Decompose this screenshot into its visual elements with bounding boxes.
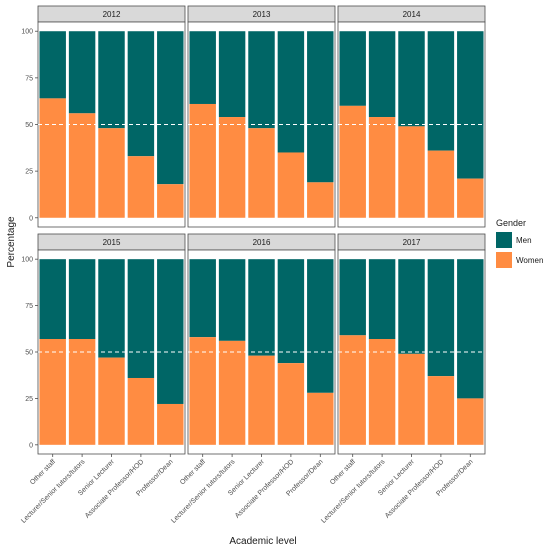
bar-men [189, 31, 216, 104]
bar-men [218, 259, 246, 341]
facet-strip-label: 2012 [103, 10, 121, 19]
bar-women [127, 156, 155, 218]
legend: Gender Men Women [496, 218, 543, 268]
bar-men [68, 259, 96, 340]
x-tick-label: Associate Professor/HOD [384, 458, 445, 519]
bar-women [339, 105, 366, 218]
bar-men [339, 259, 366, 336]
y-tick-label: 75 [25, 75, 33, 82]
bar-men [368, 31, 396, 118]
bar-men [157, 259, 184, 404]
facet-panel: 2012 0 25 50 75 100 [21, 5, 186, 228]
legend-label: Men [516, 236, 532, 245]
bar-women [218, 117, 246, 218]
bar-women [157, 184, 184, 218]
bar-women [427, 150, 455, 218]
bar-men [218, 31, 246, 118]
x-tick-label: Associate Professor/HOD [234, 458, 295, 519]
y-axis-title: Percentage [6, 216, 17, 268]
legend-swatch [496, 252, 512, 268]
bar-women [368, 339, 396, 445]
facet-panels: 2012 0 25 50 75 100 2013 2014 2015 0 25 50 75 100 Othe… [20, 5, 486, 525]
bar-men [189, 259, 216, 338]
bar-women [218, 340, 246, 445]
bar-women [457, 398, 484, 445]
legend-label: Women [516, 256, 543, 265]
x-tick-label: Other staff [329, 458, 357, 486]
bar-men [427, 259, 455, 377]
bar-women [307, 392, 334, 445]
bar-men [248, 259, 275, 356]
bar-men [127, 31, 155, 157]
legend-title: Gender [496, 218, 526, 228]
y-tick-label: 100 [21, 29, 33, 36]
x-tick-label: Other staff [29, 458, 57, 486]
bar-women [457, 178, 484, 218]
bar-men [127, 259, 155, 378]
bar-women [68, 113, 96, 218]
y-tick-label: 50 [25, 122, 33, 129]
bar-men [307, 259, 334, 393]
x-tick-label: Other staff [179, 458, 207, 486]
bar-men [39, 31, 66, 99]
bar-women [427, 376, 455, 445]
bar-men [457, 31, 484, 179]
bar-women [39, 339, 66, 445]
bar-women [189, 337, 216, 445]
bar-women [68, 339, 96, 445]
y-tick-label: 0 [29, 215, 33, 222]
bar-women [189, 103, 216, 218]
bar-men [157, 31, 184, 185]
bar-women [98, 357, 125, 445]
legend-swatch [496, 232, 512, 248]
bar-women [127, 377, 155, 445]
bar-men [339, 31, 366, 106]
facet-panel: 2014 [337, 5, 486, 228]
y-tick-label: 25 [25, 169, 33, 176]
y-tick-label: 75 [25, 303, 33, 310]
bar-men [39, 259, 66, 340]
bar-men [307, 31, 334, 183]
bar-men [457, 259, 484, 399]
facet-strip-label: 2014 [403, 10, 421, 19]
y-tick-label: 25 [25, 396, 33, 403]
bar-women [277, 363, 305, 445]
bar-men [277, 31, 305, 153]
bar-men [68, 31, 96, 114]
bar-women [398, 353, 425, 445]
bar-men [98, 259, 125, 358]
bar-women [307, 182, 334, 218]
bar-women [368, 117, 396, 218]
bar-women [98, 128, 125, 218]
bar-women [39, 98, 66, 218]
x-tick-label: Associate Professor/HOD [84, 458, 145, 519]
bar-women [339, 335, 366, 445]
y-tick-label: 0 [29, 442, 33, 449]
facet-panel: 2013 [187, 5, 336, 228]
bar-women [277, 152, 305, 218]
bar-men [248, 31, 275, 129]
y-tick-label: 50 [25, 350, 33, 357]
bar-men [98, 31, 125, 129]
bar-men [398, 259, 425, 354]
bar-women [248, 355, 275, 445]
bar-women [398, 126, 425, 218]
bar-women [157, 403, 184, 445]
facet-strip-label: 2016 [253, 238, 271, 247]
bar-men [398, 31, 425, 127]
bar-women [248, 128, 275, 218]
bar-men [368, 259, 396, 340]
facet-strip-label: 2017 [403, 238, 421, 247]
facet-strip-label: 2015 [103, 238, 121, 247]
bar-men [427, 31, 455, 151]
facet-strip-label: 2013 [253, 10, 271, 19]
y-tick-label: 100 [21, 257, 33, 264]
bar-men [277, 259, 305, 364]
x-axis-title: Academic level [229, 536, 296, 547]
